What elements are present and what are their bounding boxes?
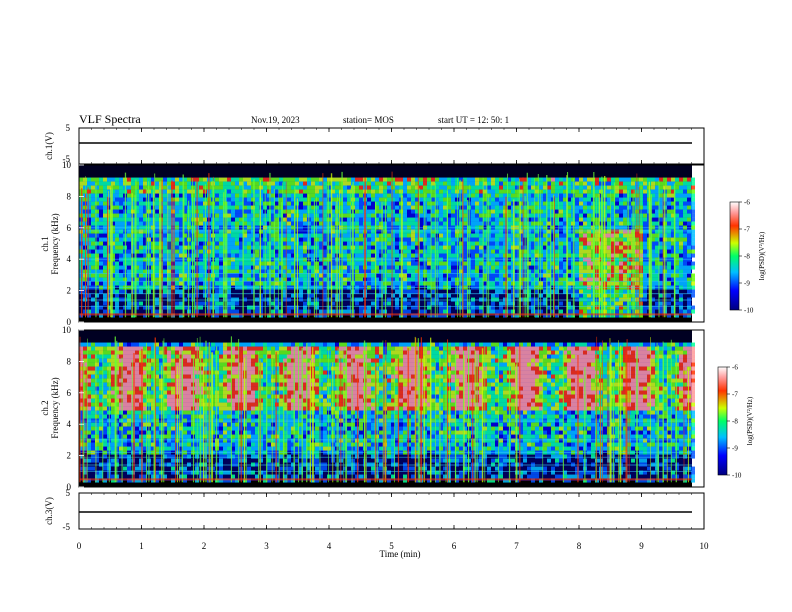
x-tick-label: 6 [452,541,457,551]
ch2-spec-yticks: 0 2 4 6 8 10 [62,325,84,492]
ch2-spec-ylabel: ch.2Frequency (kHz) [40,377,60,438]
figure-title: VLF Spectra [79,112,141,126]
cb2ticks-label: -6 [732,364,738,372]
ch1-waveform-frame [78,127,705,165]
ch3-ytick-5: 5 [66,488,71,498]
ch2-spectrogram [79,330,704,487]
colorbar-ch2-label: log(PSD)(V²/Hz) [746,396,754,445]
cb1ticks-label: -8 [744,253,750,261]
x-tick-label: 2 [202,541,207,551]
yticks1-label: 6 [67,223,72,233]
ch3-waveform-frame [78,492,705,530]
ch3-ytick-neg5: -5 [63,522,71,532]
ch1-ytick-neg5: -5 [63,154,71,164]
colorbar-ch1: -6 -7 -8 -9 -10 log(PSD)(V²/Hz) [729,199,766,315]
date-label: Nov.19, 2023 [251,115,300,125]
x-tick-label: 7 [514,541,519,551]
cb2ticks-label: -8 [732,418,738,426]
yticks1-label: 4 [67,254,72,264]
cb1ticks-label: -6 [744,199,750,207]
x-tick-label: 3 [264,541,269,551]
cb1ticks-label: -9 [744,280,750,288]
x-tick-label: 4 [327,541,332,551]
ch2-spectrogram-frame [78,329,705,488]
x-tick-label: 10 [700,541,710,551]
yticks2-label: 6 [67,388,72,398]
station-label: station= MOS [343,115,394,125]
cb2ticks-label: -9 [732,445,738,453]
yticks1-label: 0 [67,317,72,327]
x-tick-label: 1 [139,541,144,551]
yticks2-label: 0 [67,482,72,492]
start-time-label: start UT = 12: 50: 1 [438,115,509,125]
ch1-spec-ylabel: ch.1Frequency (kHz) [40,213,60,274]
colorbar-ch1-label: log(PSD)(V²/Hz) [758,231,766,280]
ch1-spectrogram-frame [78,164,705,323]
ch1-spectrogram [79,165,704,322]
x-tick-label: 0 [77,541,82,551]
cb2ticks-label: -10 [732,472,742,480]
x-tick-label: 9 [639,541,644,551]
ch3-ylabel: ch.3(V) [44,497,54,525]
cb1ticks-label: -7 [744,226,750,234]
ch1-ylabel: ch.1(V) [44,132,54,160]
ch1-spec-yticks: 0 2 4 6 8 10 [62,160,84,327]
yticks1-label: 2 [67,286,72,296]
ch1-ytick-5: 5 [66,123,71,133]
cb1ticks-label: -10 [744,307,754,315]
yticks2-label: 8 [67,356,72,366]
x-tick-label: 8 [577,541,582,551]
cb2ticks-label: -7 [732,391,738,399]
yticks2-label: 4 [67,419,72,429]
yticks2-label: 10 [62,325,72,335]
x-tick-label: 5 [389,541,394,551]
yticks1-label: 8 [67,191,72,201]
yticks2-label: 2 [67,451,72,461]
x-axis-ticks: 0 1 2 3 4 5 6 7 8 9 10 [77,128,709,551]
colorbar-ch2: -6 -7 -8 -9 -10 log(PSD)(V²/Hz) [717,364,754,480]
yticks1-label: 10 [62,160,72,170]
x-axis-label: Time (min) [380,549,421,559]
